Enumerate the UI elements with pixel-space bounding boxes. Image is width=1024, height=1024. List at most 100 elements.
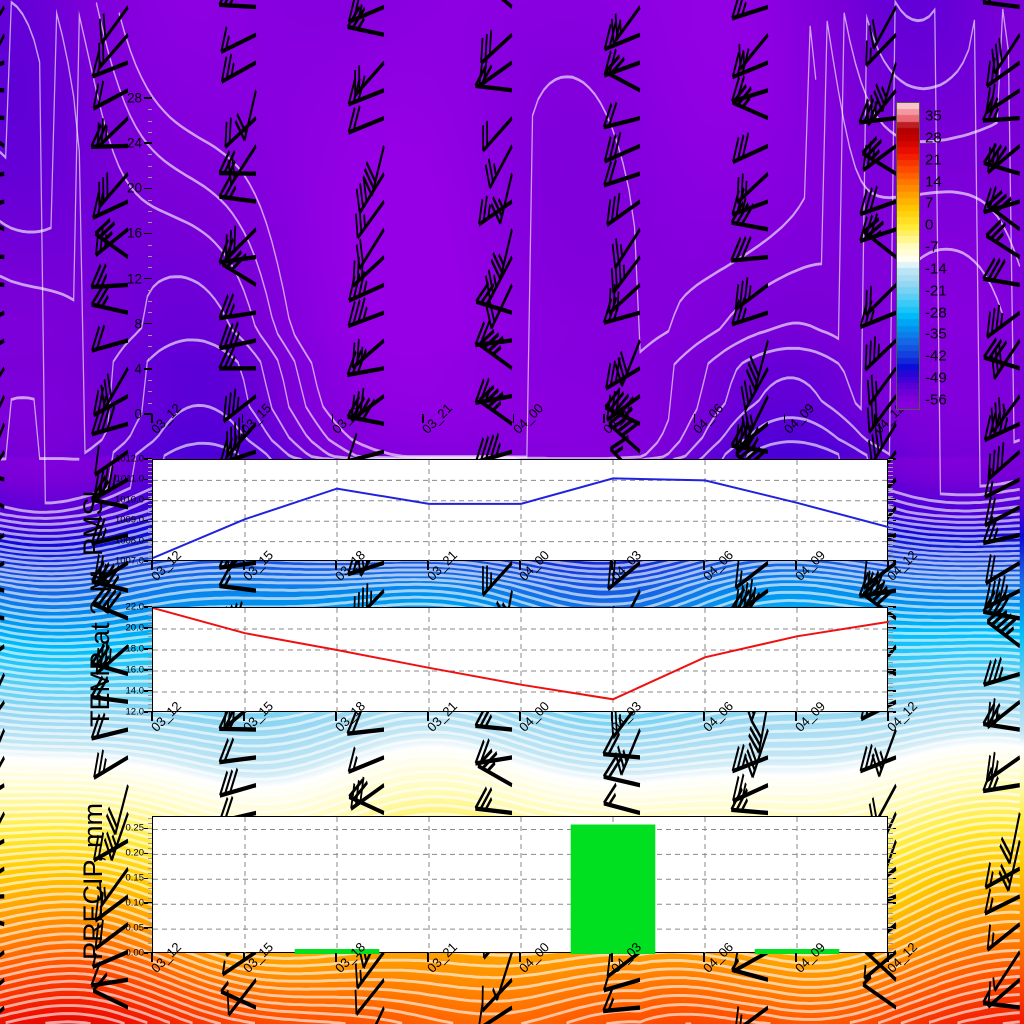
precip-y-tick-label: 0.25	[125, 822, 145, 834]
temp-y-tick	[144, 606, 152, 608]
temp-x-tick	[519, 712, 521, 721]
main-x-tick	[332, 414, 334, 423]
precip-x-tick	[151, 953, 153, 962]
pmsl-plot	[153, 460, 889, 562]
pmsl-y-tick-label: 1007.0	[114, 555, 144, 567]
precip-side-label: PRECIP, mm	[78, 802, 108, 960]
colorbar-tick-label: -21	[925, 282, 947, 300]
temp-y-tick-label: 12.0	[125, 706, 145, 718]
colorbar-tick-label: -42	[925, 347, 947, 365]
temp-x-tick	[335, 712, 337, 721]
pmsl-x-tick	[887, 561, 889, 570]
main-x-tick	[783, 414, 786, 423]
temp-y-tick	[144, 627, 152, 629]
colorbar-tick-label: 28	[925, 129, 942, 147]
main-y-tick-label: 28	[126, 90, 142, 106]
main-y-tick-label: 16	[126, 225, 142, 241]
temp-x-tick	[795, 712, 797, 721]
precip-x-tick	[519, 953, 521, 962]
colorbar-tick-label: -28	[925, 304, 947, 322]
colorbar-tick-label: -7	[925, 238, 939, 256]
main-y-tick-label: 4	[134, 361, 142, 377]
temp-side-label: TEMP at 2 M	[85, 569, 115, 727]
pmsl-y-tick	[144, 478, 152, 481]
precip-y-tick-label: 0.05	[125, 922, 145, 934]
temp-y-tick-label: 20.0	[125, 622, 145, 634]
precip-y-tick	[144, 877, 152, 879]
pmsl-x-tick	[795, 561, 797, 570]
colorbar-tick-label: 14	[925, 173, 942, 191]
colorbar-tick-label: -14	[925, 260, 947, 278]
pmsl-y-tick-label: 1010.0	[114, 494, 144, 506]
pmsl-y-tick-label: 1012.0	[114, 453, 144, 465]
temp-y-tick	[144, 711, 152, 713]
main-x-tick	[693, 414, 695, 423]
precip-bar	[570, 824, 656, 954]
temp-x-tick	[427, 712, 429, 721]
colorbar-tick-label: 35	[925, 107, 942, 125]
temp-y-tick-label: 14.0	[125, 685, 145, 697]
colorbar-gradient	[897, 103, 919, 409]
pmsl-y-tick	[144, 499, 152, 501]
precip-y-tick	[144, 902, 152, 904]
colorbar-tick-label: -35	[925, 325, 947, 343]
main-x-tick	[874, 414, 876, 423]
main-x-tick	[603, 414, 605, 423]
precip-plot	[153, 817, 889, 954]
temp-y-tick-label: 16.0	[125, 664, 145, 676]
main-y-tick	[144, 413, 152, 415]
precip-bar	[754, 949, 840, 954]
colorbar-tick-label: 7	[925, 194, 934, 212]
main-x-tick	[422, 414, 424, 423]
main-y-tick-label: 0	[134, 406, 142, 422]
precip-x-tick	[427, 953, 429, 962]
precip-y-tick	[144, 827, 152, 830]
pmsl-y-tick	[144, 539, 152, 542]
precip-y-tick-label: 0.15	[125, 872, 145, 884]
pmsl-y-tick	[144, 458, 152, 460]
colorbar	[896, 102, 920, 410]
pmsl-y-tick	[144, 560, 152, 562]
pmsl-x-tick	[335, 561, 337, 570]
main-y-tick-label: 8	[134, 316, 142, 332]
pmsl-x-tick	[427, 561, 429, 570]
main-x-tick	[151, 414, 153, 423]
pmsl-panel	[152, 459, 889, 562]
precip-x-tick	[887, 953, 889, 962]
temp-x-tick	[243, 712, 245, 721]
precip-bar	[294, 949, 380, 954]
main-y-tick	[144, 368, 152, 370]
pmsl-y-tick-label: 1011.0	[115, 473, 144, 485]
temp-y-tick	[144, 690, 152, 692]
main-y-tick	[144, 187, 152, 189]
colorbar-tick-label: -49	[925, 369, 947, 387]
precip-y-tick	[144, 952, 152, 954]
precip-x-tick	[335, 953, 337, 962]
colorbar-tick-label: -56	[925, 391, 947, 409]
pmsl-line	[153, 477, 889, 559]
main-y-tick	[144, 277, 152, 280]
pmsl-x-tick	[703, 561, 705, 570]
pmsl-x-tick	[519, 561, 521, 570]
temp-y-tick	[144, 669, 152, 671]
temp-x-tick	[887, 712, 889, 721]
temp-line	[153, 608, 889, 701]
temp-x-tick	[611, 712, 613, 721]
main-y-tick-label: 12	[126, 271, 142, 287]
pmsl-x-tick	[611, 561, 613, 570]
temp-y-tick	[144, 648, 152, 650]
precip-x-tick	[611, 953, 613, 962]
temp-y-tick-label: 22.0	[125, 601, 145, 613]
temp-y-tick-label: 18.0	[125, 643, 145, 655]
precip-panel	[152, 816, 889, 954]
main-y-tick	[144, 232, 152, 235]
main-y-tick-label: 24	[126, 135, 142, 151]
temp-panel	[152, 607, 889, 713]
pmsl-y-tick-label: 1008.0	[114, 535, 144, 547]
pmsl-y-tick-label: 1009.0	[114, 514, 144, 526]
pmsl-side-label: PMSL	[78, 482, 108, 556]
precip-y-tick	[144, 852, 152, 855]
main-x-tick	[241, 414, 244, 423]
temp-x-tick	[703, 712, 705, 721]
pmsl-x-tick	[243, 561, 245, 570]
